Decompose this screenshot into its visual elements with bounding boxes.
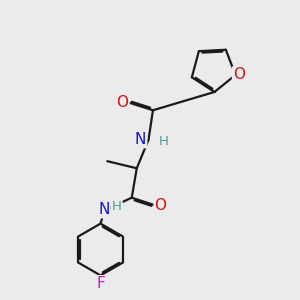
Text: N: N <box>135 132 146 147</box>
Text: O: O <box>233 68 245 82</box>
Text: O: O <box>117 95 129 110</box>
Text: F: F <box>96 276 105 291</box>
Text: H: H <box>159 135 169 148</box>
Text: H: H <box>112 200 122 213</box>
Text: O: O <box>154 198 166 213</box>
Text: N: N <box>98 202 110 217</box>
